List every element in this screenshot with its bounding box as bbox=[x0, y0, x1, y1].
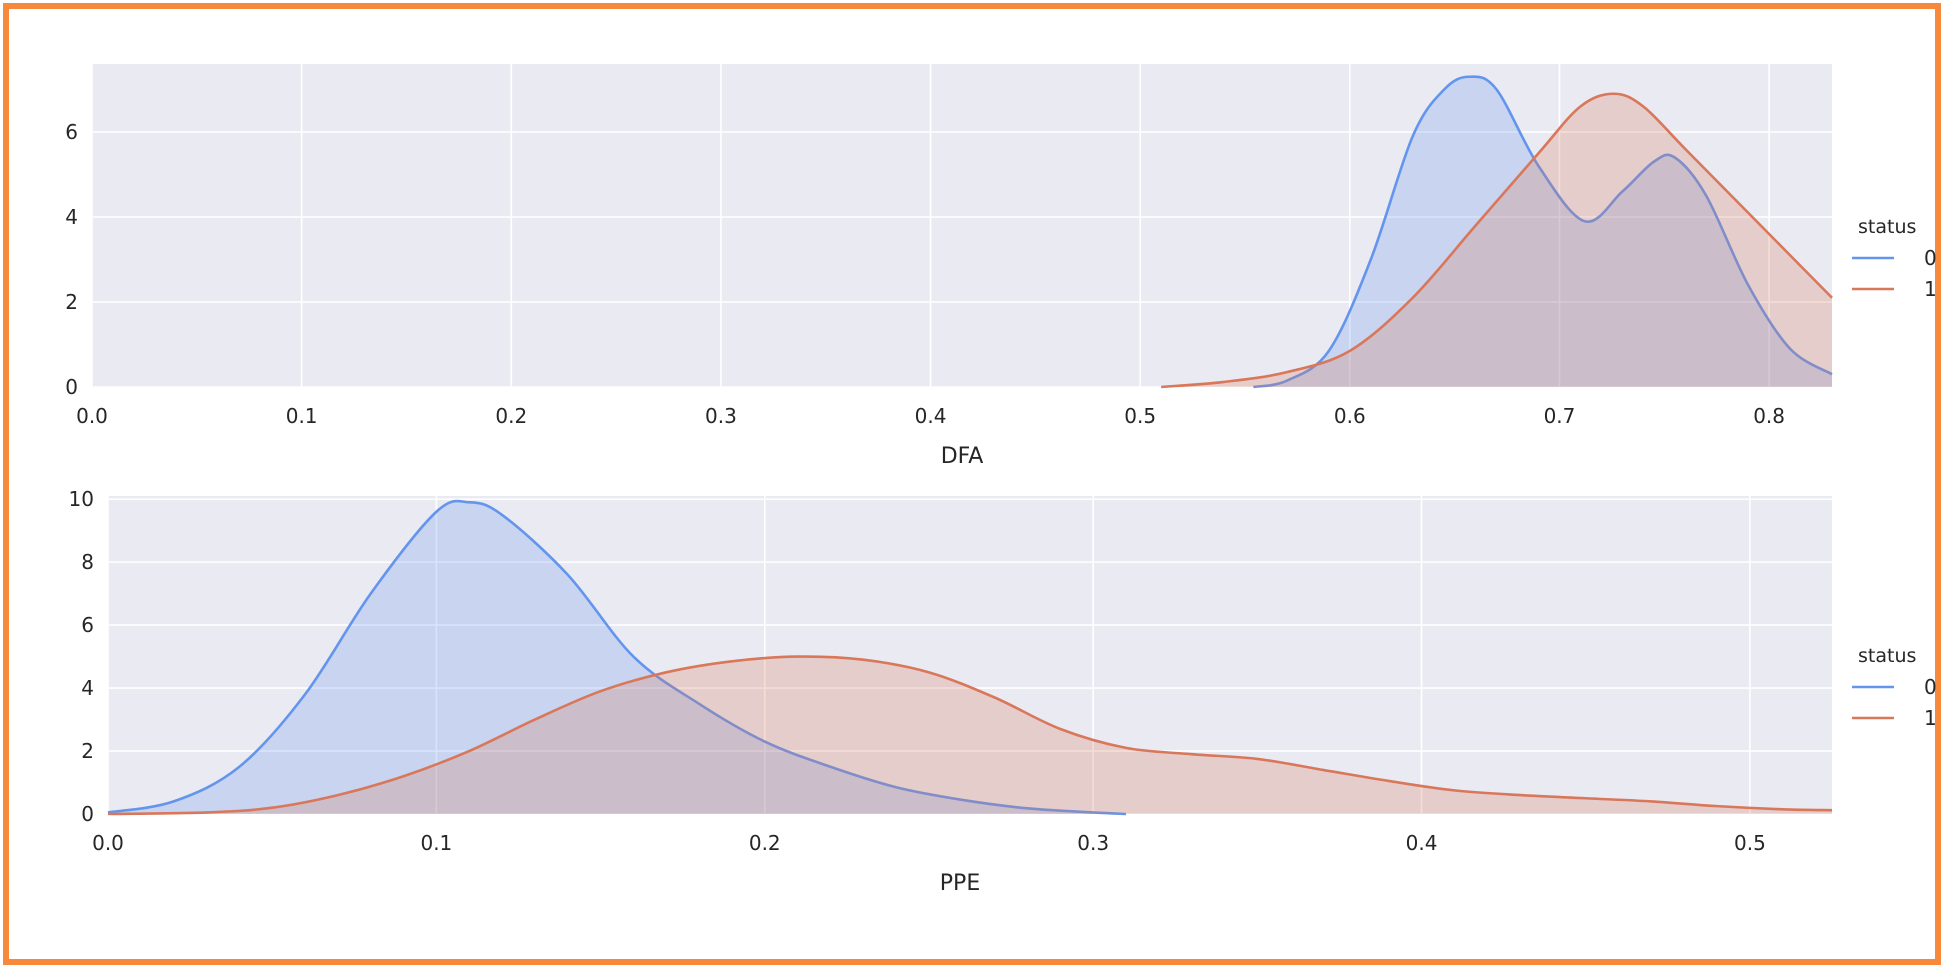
x-tick-label: 0.8 bbox=[1753, 404, 1785, 428]
density-fill-status-0 bbox=[1253, 76, 1832, 387]
x-tick-label: 0.4 bbox=[1406, 831, 1438, 855]
y-tick-label: 4 bbox=[65, 205, 78, 229]
legend-label-status-0: 0 bbox=[1924, 246, 1937, 270]
x-tick-label: 0.1 bbox=[420, 831, 452, 855]
x-tick-label: 0.6 bbox=[1334, 404, 1366, 428]
density-fill-status-1 bbox=[1161, 93, 1832, 387]
dfa-kde-chart: 0.0 0.1 0.2 0.3 0.4 0.5 0.6 0.7 0.8 0 2 4 6 DFA status… bbox=[65, 64, 1937, 469]
y-tick-label: 4 bbox=[81, 676, 94, 700]
legend-title: status bbox=[1858, 645, 1916, 667]
y-tick-label: 10 bbox=[69, 487, 94, 511]
legend-label-status-1: 1 bbox=[1924, 706, 1937, 730]
y-tick-label: 8 bbox=[81, 550, 94, 574]
x-tick-label: 0.1 bbox=[286, 404, 318, 428]
density-line-status-1 bbox=[107, 655, 1833, 816]
y-tick-label: 2 bbox=[81, 739, 94, 763]
y-tick-label: 0 bbox=[65, 375, 78, 399]
x-tick-label: 0.2 bbox=[749, 831, 781, 855]
legend-title: status bbox=[1858, 216, 1916, 238]
x-tick-label: 0.3 bbox=[1077, 831, 1109, 855]
plot-area bbox=[108, 496, 1832, 814]
density-line-status-0 bbox=[107, 499, 1127, 816]
density-line-status-1 bbox=[1161, 92, 1833, 389]
orange-frame bbox=[3, 3, 1941, 965]
y-tick-label: 6 bbox=[81, 613, 94, 637]
x-tick-label: 0.5 bbox=[1124, 404, 1156, 428]
legend-label-status-1: 1 bbox=[1924, 277, 1937, 301]
y-tick-label: 0 bbox=[81, 802, 94, 826]
x-tick-label: 0.3 bbox=[705, 404, 737, 428]
x-axis-label: DFA bbox=[941, 444, 984, 469]
density-line-status-0 bbox=[1253, 75, 1833, 389]
x-tick-label: 0.7 bbox=[1544, 404, 1576, 428]
density-fill-status-0 bbox=[108, 501, 1126, 814]
x-tick-label: 0.4 bbox=[915, 404, 947, 428]
plot-area bbox=[92, 64, 1832, 387]
y-tick-label: 6 bbox=[65, 120, 78, 144]
y-tick-label: 2 bbox=[65, 290, 78, 314]
x-axis-label: PPE bbox=[940, 871, 980, 896]
x-tick-label: 0.0 bbox=[92, 831, 124, 855]
x-tick-label: 0.2 bbox=[495, 404, 527, 428]
legend-label-status-0: 0 bbox=[1924, 675, 1937, 699]
ppe-kde-chart: 0.0 0.1 0.2 0.3 0.4 0.5 0 2 4 6 8 10 PPE status 0 1 bbox=[69, 487, 1937, 896]
x-tick-label: 0.0 bbox=[76, 404, 108, 428]
density-fill-status-1 bbox=[108, 656, 1832, 814]
x-tick-label: 0.5 bbox=[1734, 831, 1766, 855]
